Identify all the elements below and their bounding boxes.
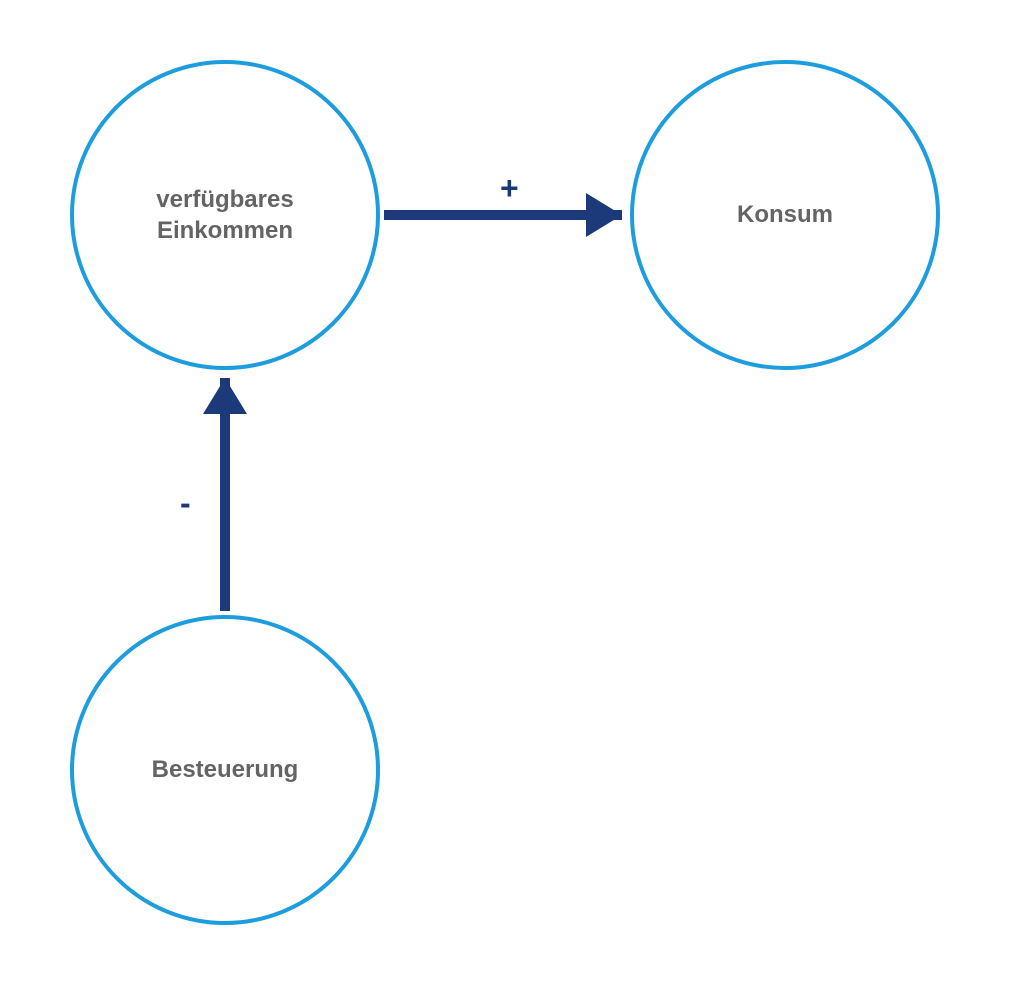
edge-label-income-to-konsum: + bbox=[500, 170, 519, 207]
node-income: verfügbares Einkommen bbox=[70, 60, 380, 370]
edge-label-tax-to-income: - bbox=[180, 485, 191, 522]
node-label-income: verfügbares Einkommen bbox=[156, 184, 293, 246]
node-konsum: Konsum bbox=[630, 60, 940, 370]
node-tax: Besteuerung bbox=[70, 615, 380, 925]
node-label-konsum: Konsum bbox=[737, 199, 833, 230]
node-label-tax: Besteuerung bbox=[152, 754, 299, 785]
